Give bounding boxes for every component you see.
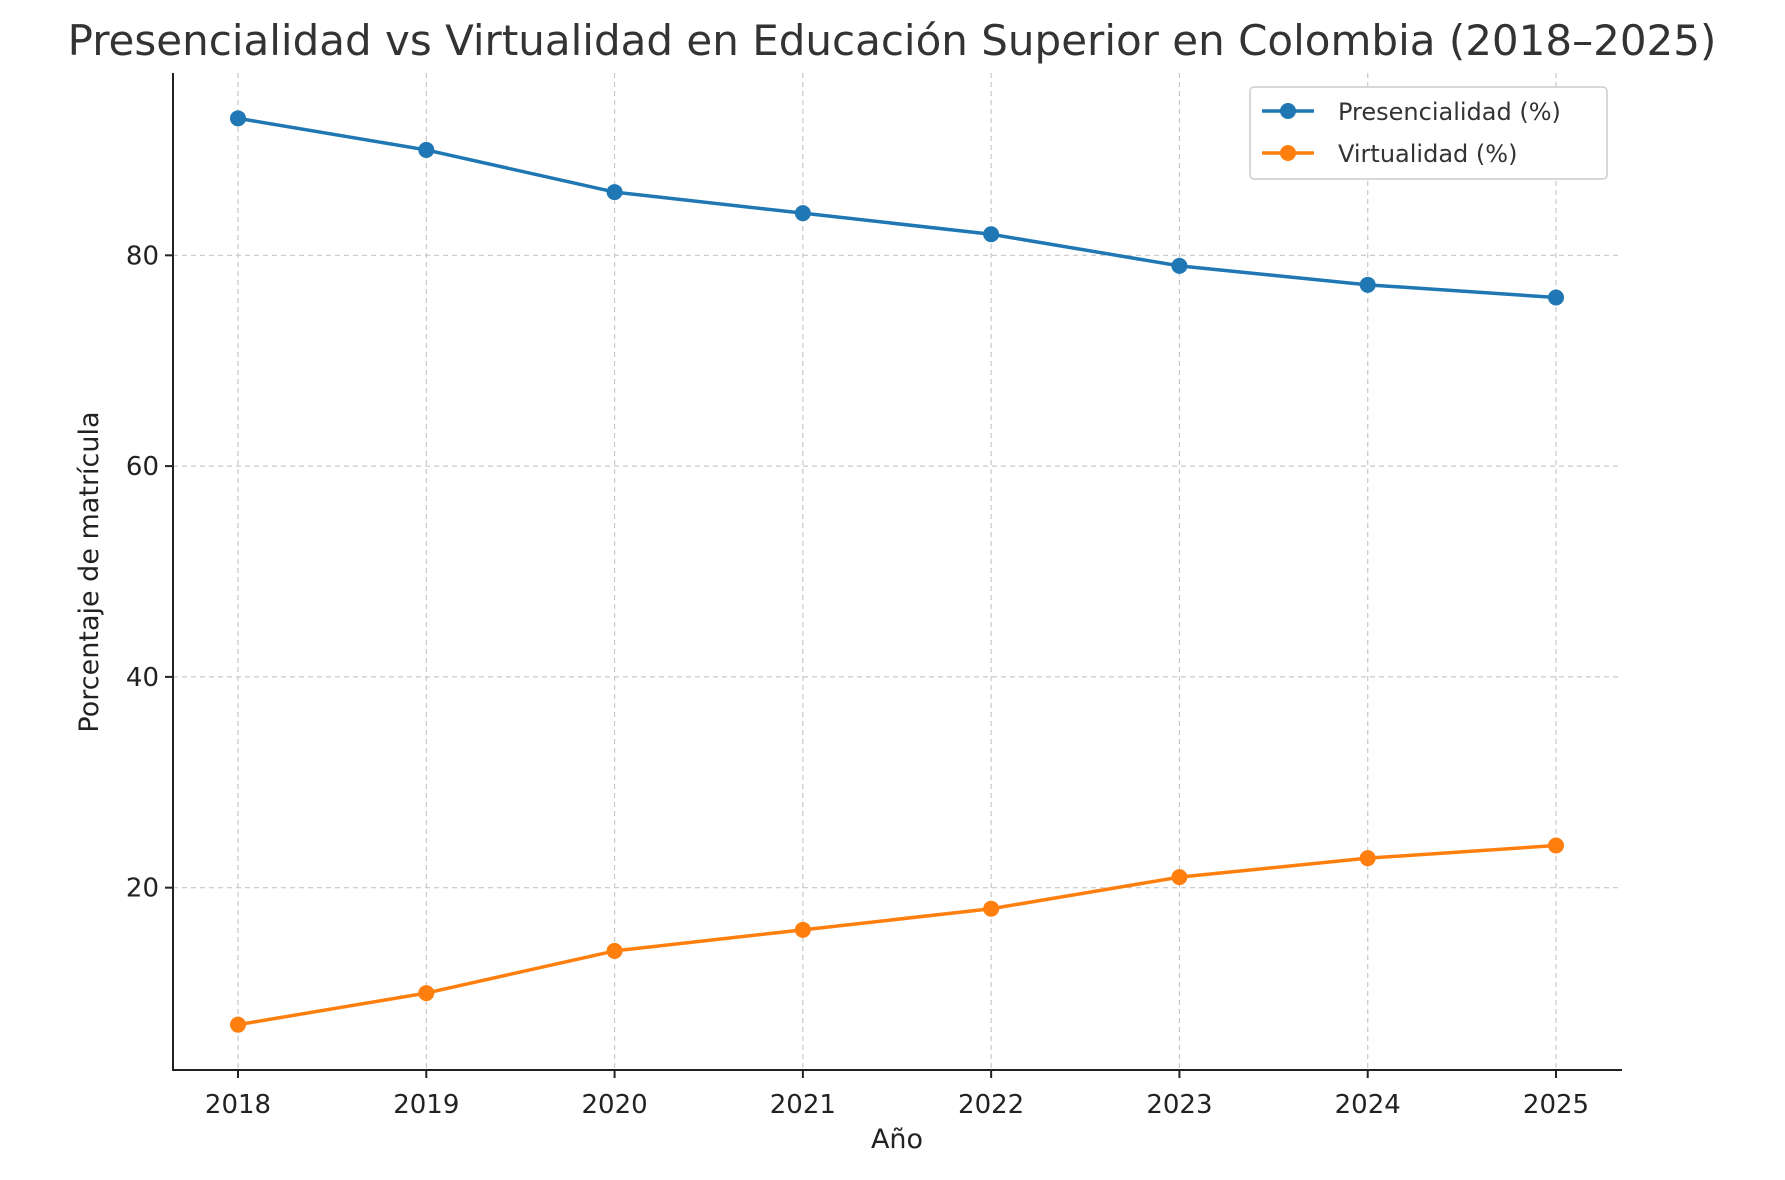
series-layer: [230, 110, 1564, 1033]
series-line-virtualidad: [237, 843, 1557, 1027]
data-point: [1359, 850, 1376, 867]
x-ticks: 2018 2019 2020 2021 2022 2023 2024 2025: [205, 1070, 1589, 1120]
y-ticks: 20 40 60 80: [126, 241, 173, 904]
x-tick-label: 2025: [1523, 1090, 1589, 1120]
data-point: [983, 226, 1000, 243]
data-point: [1359, 276, 1376, 293]
grid: [173, 73, 1622, 1070]
data-point: [230, 1016, 246, 1033]
x-axis-label: Año: [871, 1124, 923, 1155]
data-point: [1548, 289, 1564, 306]
legend-swatch-marker: [1280, 103, 1296, 119]
legend: Presencialidad (%) Virtualidad (%): [1249, 86, 1608, 180]
x-tick-label: 2019: [393, 1090, 459, 1120]
y-tick-label: 20: [126, 874, 159, 904]
legend-swatch-marker: [1280, 145, 1296, 161]
legend-box: [1249, 86, 1608, 180]
chart-title: Presencialidad vs Virtualidad en Educaci…: [68, 16, 1717, 65]
x-tick-label: 2022: [958, 1090, 1024, 1120]
x-tick-label: 2023: [1146, 1090, 1212, 1120]
x-tick-label: 2024: [1335, 1090, 1401, 1120]
y-tick-label: 60: [126, 452, 159, 482]
x-tick-label: 2018: [205, 1090, 271, 1120]
legend-label: Virtualidad (%): [1338, 140, 1517, 168]
x-tick-label: 2021: [770, 1090, 836, 1120]
data-point: [418, 985, 435, 1002]
series-line-presencialidad: [237, 116, 1557, 300]
data-point: [983, 900, 1000, 917]
y-tick-label: 80: [126, 241, 159, 271]
data-point: [1171, 257, 1188, 274]
data-point: [794, 921, 811, 938]
legend-label: Presencialidad (%): [1338, 98, 1561, 126]
x-tick-label: 2020: [581, 1090, 647, 1120]
y-tick-label: 40: [126, 663, 159, 693]
data-point: [606, 942, 623, 959]
data-point: [794, 205, 811, 222]
data-point: [418, 141, 435, 158]
data-point: [1548, 837, 1564, 854]
data-point: [606, 184, 623, 201]
data-point: [230, 110, 246, 127]
y-axis-label: Porcentaje de matrícula: [74, 411, 105, 732]
data-point: [1171, 869, 1188, 886]
